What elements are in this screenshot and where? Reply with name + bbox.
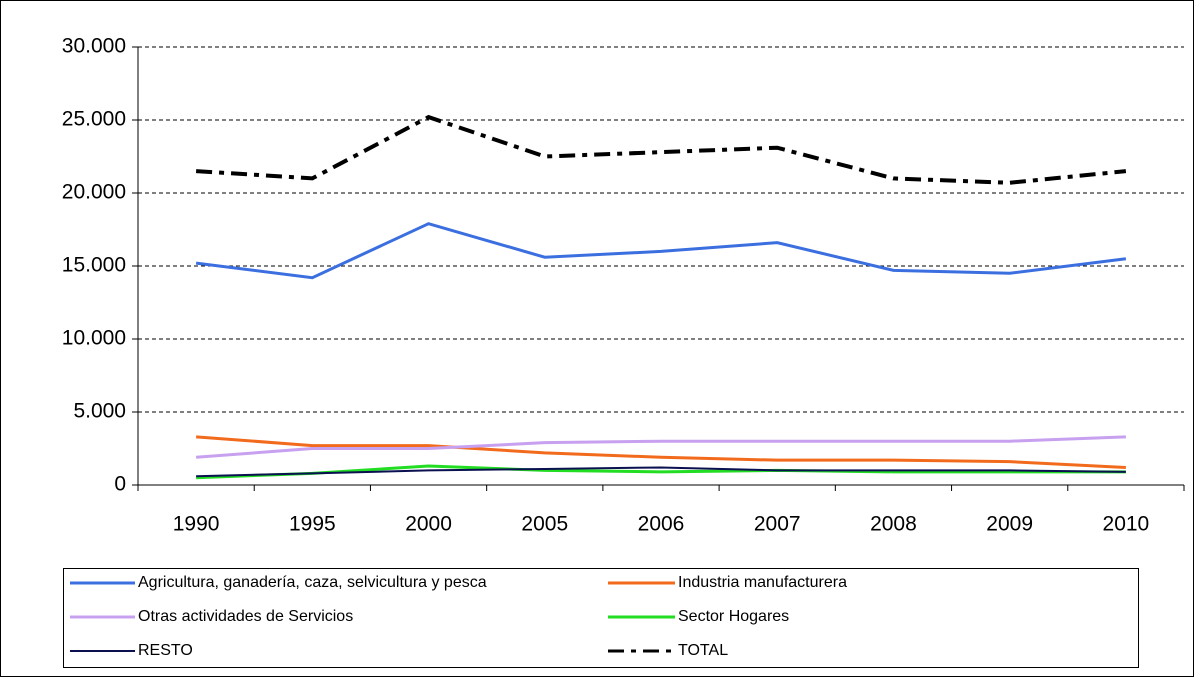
x-tick-label: 1990 — [173, 513, 220, 536]
legend-label: Otras actividades de Servicios — [138, 608, 353, 625]
series-line — [195, 114, 1127, 185]
y-tick-label: 30.000 — [62, 35, 126, 58]
x-tick-label: 2007 — [754, 513, 801, 536]
x-tick-label: 2000 — [405, 513, 452, 536]
series-line — [196, 464, 1126, 480]
series-line — [195, 222, 1127, 280]
y-tick-label: 10.000 — [62, 327, 126, 350]
series-line — [195, 435, 1126, 469]
y-tick-label: 5.000 — [73, 400, 126, 423]
legend-label: Industria manufacturera — [678, 574, 847, 591]
legend-label: Sector Hogares — [678, 608, 789, 625]
x-tick-label: 2006 — [638, 513, 685, 536]
legend-box — [63, 568, 1139, 668]
series-line — [196, 466, 1126, 478]
legend-label: Agricultura, ganadería, caza, selvicultu… — [138, 574, 487, 591]
x-tick-label: 2008 — [870, 513, 917, 536]
y-tick-label: 25.000 — [62, 108, 126, 131]
x-tick-label: 2005 — [521, 513, 568, 536]
y-tick-label: 0 — [114, 473, 126, 496]
x-tick-label: 2010 — [1103, 513, 1150, 536]
y-tick-label: 20.000 — [62, 181, 126, 204]
x-tick-label: 1995 — [289, 513, 336, 536]
y-tick-label: 15.000 — [62, 254, 126, 277]
legend-label: TOTAL — [678, 642, 728, 659]
series-line — [195, 435, 1126, 459]
legend-label: RESTO — [138, 642, 193, 659]
x-tick-label: 2009 — [986, 513, 1033, 536]
